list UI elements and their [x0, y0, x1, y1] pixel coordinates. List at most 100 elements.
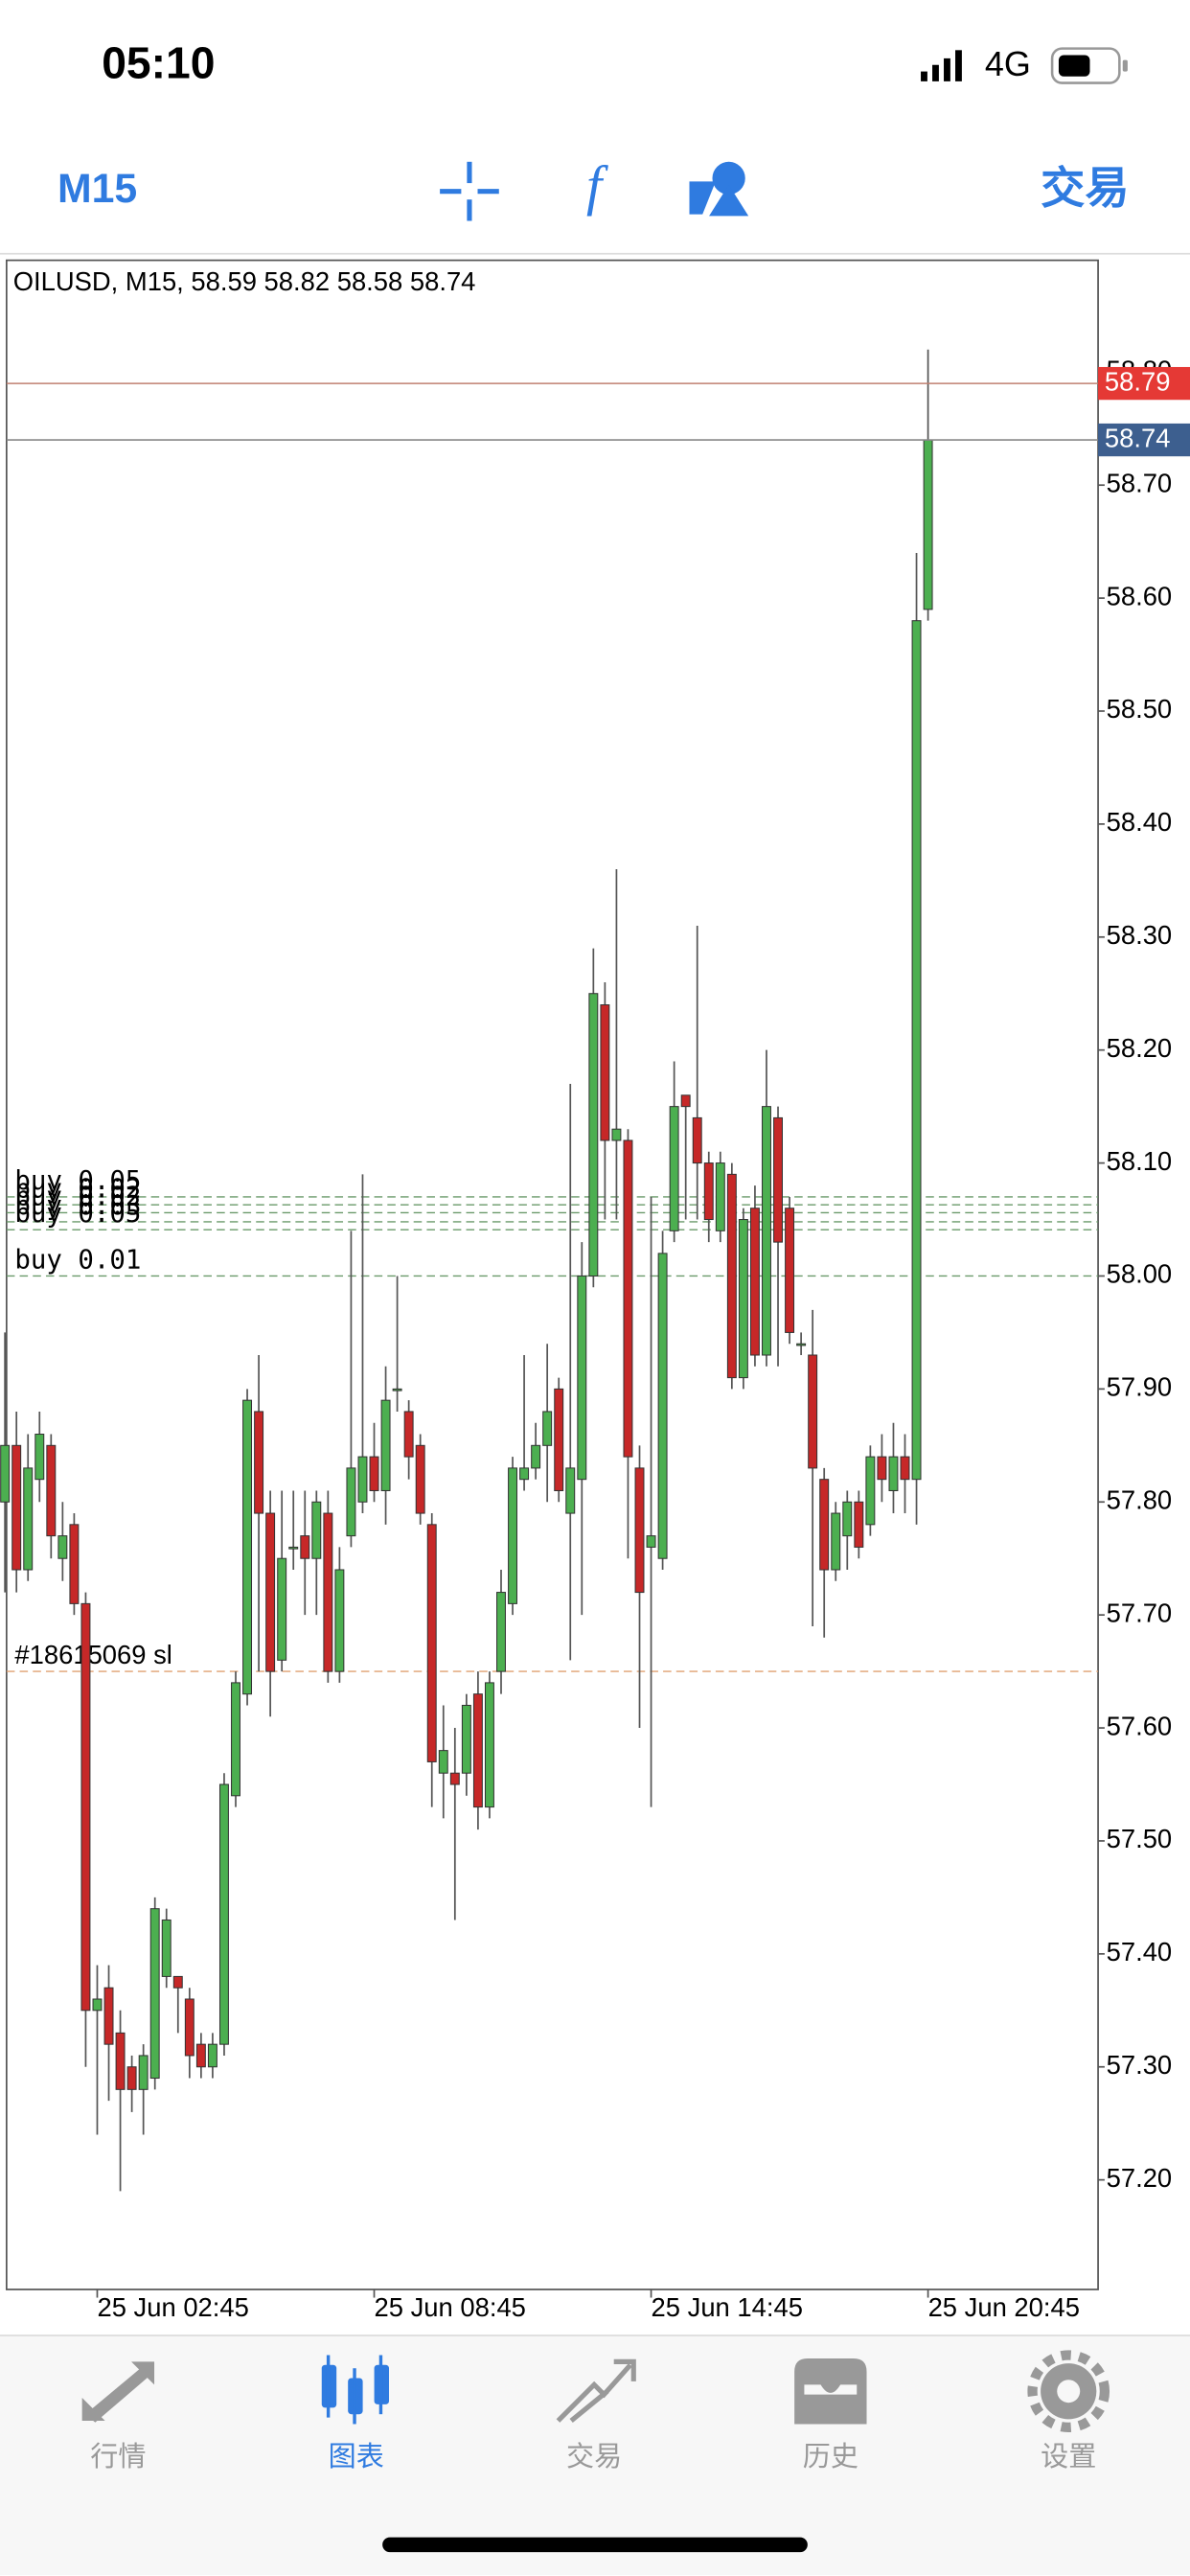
- y-tick-label: 58.30: [1107, 920, 1173, 950]
- candle-body: [773, 1116, 783, 1243]
- candle-body: [80, 1602, 91, 2012]
- timeframe-button[interactable]: M15: [57, 166, 137, 212]
- candle-body: [311, 1501, 322, 1559]
- candle-body: [623, 1139, 633, 1458]
- candle-body: [808, 1354, 818, 1469]
- candle-body: [161, 1919, 172, 1977]
- candle-body: [207, 2043, 217, 2068]
- candle-body: [69, 1524, 80, 1604]
- candle-body: [300, 1535, 310, 1559]
- trade-icon[interactable]: [556, 2358, 636, 2424]
- candle-body: [577, 1275, 587, 1481]
- x-tick-label: 25 Jun 20:45: [928, 2292, 1080, 2322]
- candle-body: [346, 1467, 356, 1537]
- tab-label[interactable]: 行情: [90, 2441, 146, 2472]
- candle-body: [438, 1750, 448, 1774]
- candle-body: [461, 1704, 471, 1774]
- y-tick-label: 58.20: [1107, 1033, 1173, 1063]
- candle-body: [588, 993, 599, 1276]
- network-label: 4G: [985, 44, 1031, 83]
- y-tick-label: 57.30: [1107, 2050, 1173, 2080]
- candle-body: [726, 1173, 737, 1379]
- candle-body: [669, 1106, 679, 1231]
- candle-body: [126, 2066, 137, 2090]
- sl-label: #18615069 sl: [14, 1640, 172, 1669]
- candle-body: [785, 1208, 795, 1333]
- ask-line-tag-label: 58.79: [1105, 366, 1171, 396]
- tab-label[interactable]: 设置: [1041, 2442, 1096, 2472]
- candle-body: [738, 1219, 748, 1379]
- candle-body: [46, 1444, 57, 1537]
- candle-body: [680, 1094, 691, 1108]
- y-tick-label: 58.60: [1107, 581, 1173, 610]
- y-tick-label: 58.50: [1107, 694, 1173, 724]
- chart-icon[interactable]: [321, 2355, 390, 2425]
- objects-button[interactable]: [689, 161, 749, 217]
- trade-button[interactable]: 交易: [1041, 163, 1130, 213]
- tab-label[interactable]: 图表: [329, 2441, 384, 2472]
- y-tick-label: 57.80: [1107, 1484, 1173, 1514]
- y-tick-label: 58.40: [1107, 807, 1173, 837]
- candle-body: [265, 1512, 276, 1672]
- candle-body: [484, 1682, 494, 1808]
- candle-body: [23, 1467, 34, 1571]
- candle-body: [911, 620, 922, 1481]
- candle-body: [715, 1162, 725, 1231]
- candle-body: [392, 1388, 402, 1392]
- candle-body: [426, 1524, 437, 1762]
- settings-icon[interactable]: [1027, 2350, 1110, 2433]
- candle-body: [149, 1908, 160, 2080]
- y-tick-label: 57.60: [1107, 1711, 1173, 1740]
- candle-body: [496, 1592, 506, 1672]
- home-indicator: [382, 2537, 808, 2553]
- candle-body: [92, 1998, 103, 2012]
- order-label: buy 0.03: [14, 1191, 141, 1221]
- candle-body: [565, 1467, 576, 1514]
- candle-body: [600, 1004, 610, 1141]
- candle-body: [0, 1444, 11, 1503]
- candle-body: [796, 1343, 807, 1346]
- candle-body: [138, 2055, 149, 2090]
- y-tick-label: 58.70: [1107, 468, 1173, 497]
- candle-body: [923, 439, 933, 610]
- candle-body: [34, 1434, 45, 1481]
- order-label: buy 0.02: [14, 1183, 141, 1212]
- candle-body: [531, 1444, 541, 1469]
- candle-body: [323, 1512, 333, 1672]
- y-tick-label: 57.90: [1107, 1372, 1173, 1402]
- candle-body: [369, 1456, 379, 1491]
- candle-body: [57, 1535, 68, 1559]
- candle-body: [288, 1546, 299, 1550]
- y-tick-label: 57.40: [1107, 1937, 1173, 1966]
- quotes-icon[interactable]: [81, 2361, 155, 2423]
- candle-body: [195, 2043, 206, 2068]
- chart-title: OILUSD, M15, 58.59 58.82 58.58 58.74: [13, 266, 476, 296]
- candle-body: [762, 1106, 771, 1356]
- ask-line-tag: [1098, 366, 1190, 401]
- y-tick-label: 57.20: [1107, 2163, 1173, 2193]
- history-icon[interactable]: [794, 2358, 867, 2425]
- tab-label[interactable]: 交易: [566, 2441, 622, 2472]
- indicator-button[interactable]: f: [586, 154, 608, 217]
- candle-body: [277, 1557, 287, 1661]
- candle-body: [449, 1772, 460, 1785]
- order-label: buy 0.05: [14, 1199, 141, 1229]
- candle-body: [184, 1998, 195, 2057]
- signal-icon: [921, 50, 962, 81]
- order-label: buy 0.01: [14, 1246, 141, 1276]
- candle-body: [888, 1456, 899, 1491]
- candle-body: [380, 1399, 391, 1491]
- x-tick-label: 25 Jun 02:45: [97, 2292, 248, 2322]
- y-tick-label: 58.10: [1107, 1146, 1173, 1176]
- plot-frame: [5, 259, 1099, 2290]
- order-label: buy 0.02: [14, 1174, 141, 1204]
- tab-bar: [0, 2334, 1190, 2576]
- tab-label[interactable]: 历史: [803, 2441, 858, 2472]
- candle-body: [749, 1208, 760, 1356]
- crosshair-button[interactable]: [440, 161, 499, 221]
- candle-body: [334, 1569, 345, 1672]
- candle-body: [508, 1467, 518, 1604]
- candle-body: [231, 1682, 240, 1797]
- candle-body: [542, 1411, 553, 1446]
